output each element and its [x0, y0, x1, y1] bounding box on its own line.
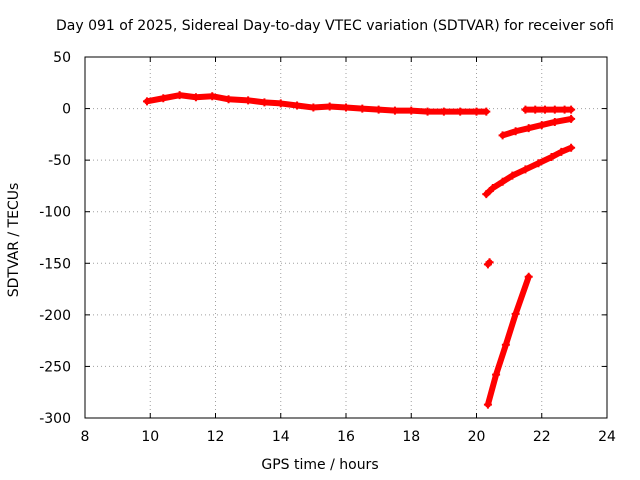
- x-tick-label: 24: [598, 429, 616, 445]
- data-point-marker: [208, 92, 217, 101]
- data-point-marker: [557, 147, 566, 156]
- data-point-marker: [456, 107, 465, 116]
- x-tick-label: 16: [337, 429, 355, 445]
- data-point-marker: [498, 131, 507, 140]
- x-tick-label: 8: [81, 429, 90, 445]
- data-point-marker: [224, 95, 233, 104]
- data-point-marker: [374, 105, 383, 114]
- x-axis-label: GPS time / hours: [261, 457, 379, 473]
- data-points: [142, 91, 576, 409]
- data-point-marker: [547, 153, 556, 162]
- series-track-band: [483, 144, 575, 198]
- data-point-marker: [524, 124, 533, 133]
- data-point-marker: [567, 114, 576, 123]
- data-point-marker: [521, 105, 530, 114]
- data-point-marker: [293, 101, 302, 110]
- data-point-marker: [244, 96, 253, 105]
- series-1: [142, 91, 491, 116]
- x-tick-label: 22: [533, 429, 551, 445]
- data-point-marker: [492, 370, 501, 379]
- chart-title: Day 091 of 2025, Sidereal Day-to-day VTE…: [56, 18, 614, 34]
- data-point-marker: [342, 103, 350, 112]
- data-point-marker: [534, 159, 543, 168]
- data-point-marker: [482, 107, 491, 116]
- series-3: [498, 114, 576, 140]
- data-point-marker: [524, 272, 533, 281]
- y-axis-label: SDTVAR / TECUs: [6, 182, 22, 298]
- data-point-marker: [175, 91, 184, 100]
- data-point-marker: [142, 97, 151, 106]
- data-point-marker: [541, 105, 550, 114]
- data-point-marker: [191, 93, 200, 102]
- data-point-marker: [488, 183, 497, 192]
- x-tick-label: 12: [207, 429, 225, 445]
- data-point-marker: [407, 106, 416, 115]
- series-track-band: [499, 115, 575, 139]
- data-point-marker: [325, 102, 334, 111]
- x-tick-label: 20: [468, 429, 486, 445]
- data-point-marker: [521, 165, 530, 174]
- x-tick-label: 10: [141, 429, 159, 445]
- data-point-marker: [483, 400, 492, 409]
- y-tick-label: -250: [39, 359, 71, 375]
- data-point-marker: [501, 340, 510, 349]
- y-tick-label: 0: [62, 102, 71, 118]
- y-tick-label: -300: [39, 411, 71, 427]
- data-point-marker: [276, 99, 285, 108]
- data-point-marker: [511, 309, 520, 318]
- series-4: [521, 105, 576, 114]
- data-point-marker: [309, 103, 318, 112]
- data-point-marker: [472, 107, 481, 116]
- data-point-marker: [390, 106, 399, 115]
- x-tick-label: 18: [402, 429, 420, 445]
- data-point-marker: [550, 105, 559, 114]
- data-point-marker: [508, 171, 517, 180]
- axis-ticks: 8 10 12 14 16 18 20 22 24 50 0 -50 -100 -150 -200 -250 -…: [39, 50, 616, 445]
- series-track-band: [484, 273, 532, 408]
- series-track-band: [143, 92, 490, 115]
- series-5: [483, 258, 494, 269]
- data-point-marker: [358, 104, 367, 113]
- y-tick-label: -100: [39, 205, 71, 221]
- data-point-marker: [423, 107, 432, 116]
- x-tick-label: 14: [272, 429, 290, 445]
- y-tick-label: -200: [39, 308, 71, 324]
- series-6: [483, 272, 533, 409]
- data-point-marker: [260, 98, 269, 107]
- data-point-marker: [550, 117, 559, 126]
- data-point-marker: [537, 121, 546, 130]
- y-tick-label: -150: [39, 256, 71, 272]
- data-point-marker: [482, 190, 491, 199]
- y-tick-label: 50: [53, 50, 71, 66]
- data-point-marker: [439, 107, 448, 116]
- data-point-marker: [511, 127, 520, 136]
- data-point-marker: [159, 94, 168, 103]
- data-point-marker: [567, 105, 576, 114]
- data-point-marker: [485, 258, 494, 267]
- series-2: [482, 143, 576, 199]
- y-tick-label: -50: [48, 153, 71, 169]
- data-point-marker: [498, 177, 507, 186]
- data-point-marker: [567, 143, 576, 152]
- data-point-marker: [531, 105, 540, 114]
- plot-frame: [84, 56, 608, 419]
